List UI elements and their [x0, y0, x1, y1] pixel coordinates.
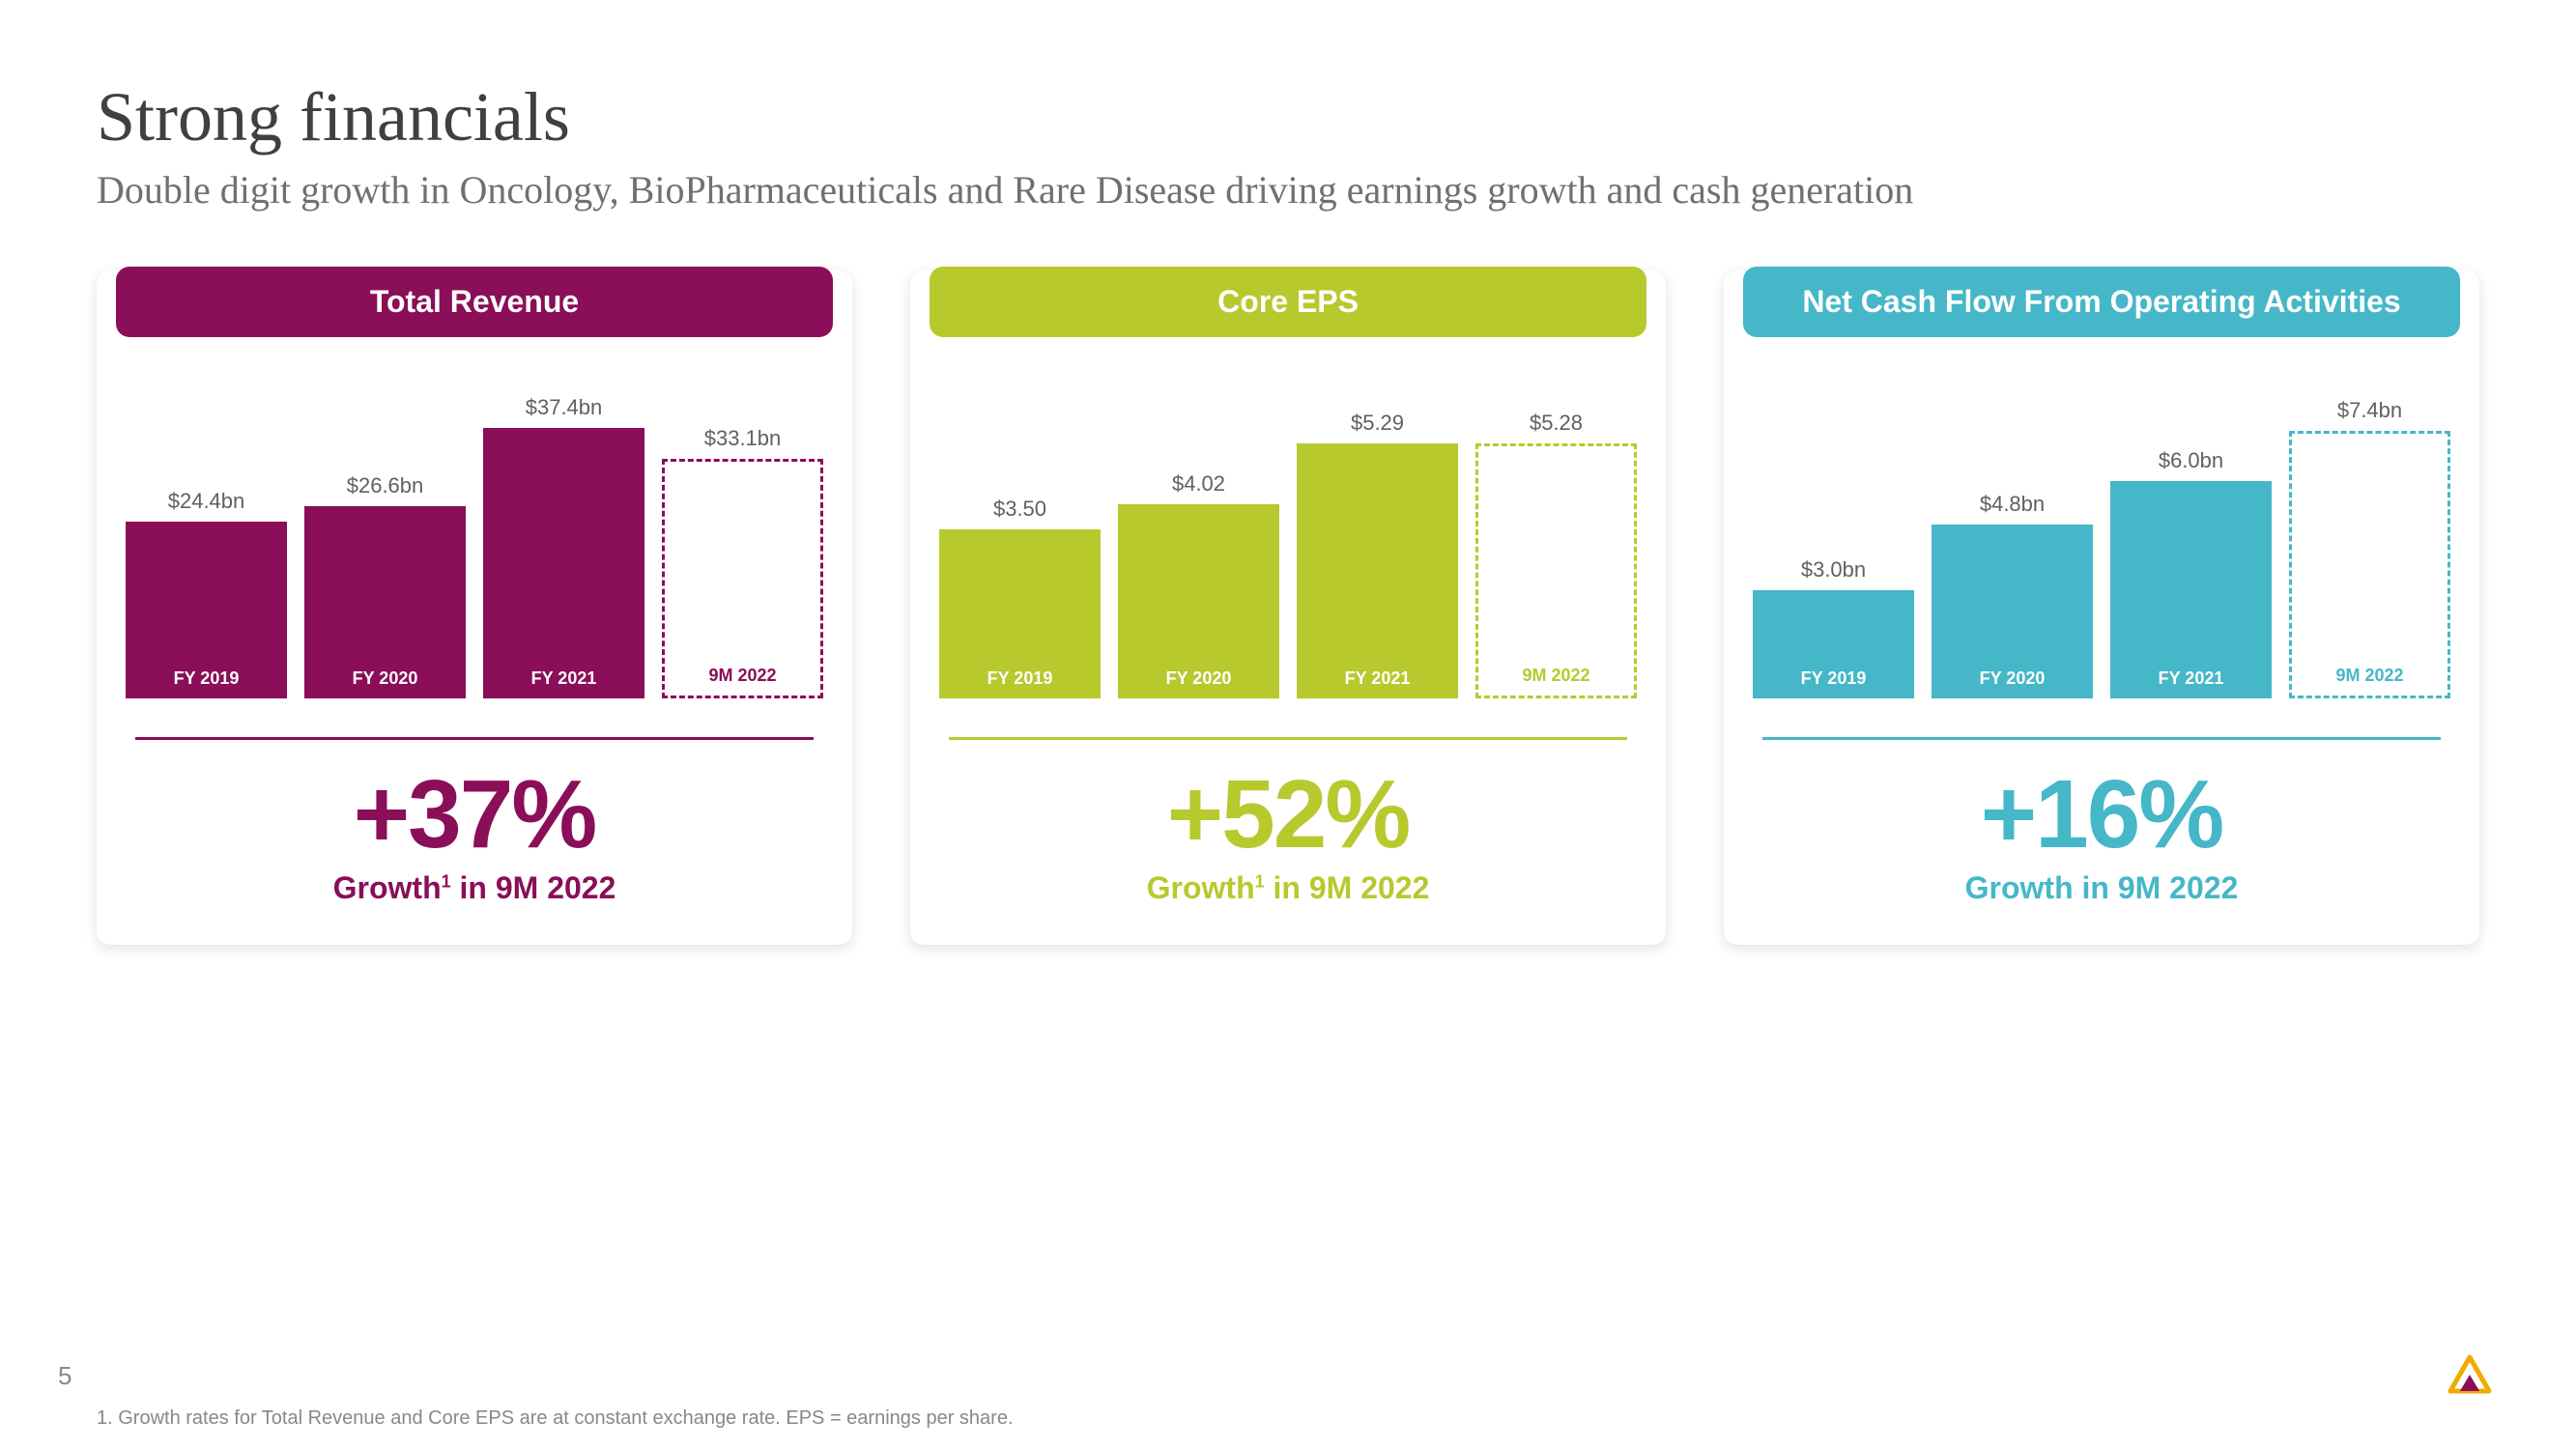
growth-percent: +16%	[1724, 759, 2479, 870]
brand-logo-icon	[2441, 1348, 2499, 1410]
bar-category-label: FY 2019	[987, 668, 1053, 698]
bar-value-label: $24.4bn	[168, 489, 245, 514]
bar-category-label: FY 2020	[1166, 668, 1232, 698]
bar-rect: 9M 2022	[2289, 431, 2450, 699]
bar-rect: FY 2020	[304, 506, 466, 699]
bar-value-label: $37.4bn	[526, 395, 603, 420]
panel-divider	[1762, 737, 2441, 740]
bar-chart: $24.4bn FY 2019 $26.6bn FY 2020 $37.4bn FY 20…	[97, 341, 852, 708]
bar-category-label: FY 2020	[353, 668, 418, 698]
bar: $3.0bn FY 2019	[1753, 380, 1914, 698]
bar-rect: FY 2021	[2110, 481, 2272, 698]
page-subtitle: Double digit growth in Oncology, BioPhar…	[97, 167, 2479, 213]
bar: $37.4bn FY 2021	[483, 380, 644, 698]
growth-label: Growth1 in 9M 2022	[910, 870, 1666, 906]
bar: $33.1bn 9M 2022	[662, 380, 823, 698]
bar-category-label: FY 2021	[1345, 668, 1411, 698]
bar-rect: FY 2019	[939, 529, 1101, 698]
panel-header: Total Revenue	[116, 267, 833, 337]
bar-value-label: $33.1bn	[704, 426, 782, 451]
panel-header: Net Cash Flow From Operating Activities	[1743, 267, 2460, 337]
bar: $3.50 FY 2019	[939, 380, 1101, 698]
bar-rect: 9M 2022	[1475, 443, 1637, 698]
page-number: 5	[58, 1361, 72, 1391]
bar: $24.4bn FY 2019	[126, 380, 287, 698]
bar-chart: $3.0bnFY 2019$4.8bnFY 2020$6.0bnFY 2021$…	[1724, 341, 2479, 708]
bar-category-label: 9M 2022	[1522, 666, 1589, 696]
bar-value-label: $7.4bn	[2337, 398, 2402, 423]
bar-chart: $3.50FY 2019$4.02FY 2020$5.29FY 2021$5.2…	[910, 341, 1666, 708]
bar: $4.02 FY 2020	[1118, 380, 1279, 698]
bar-category-label: 9M 2022	[2335, 666, 2403, 696]
footnote: 1. Growth rates for Total Revenue and Co…	[97, 1407, 1014, 1430]
bar-value-label: $6.0bn	[2159, 448, 2223, 473]
bar-value-label: $26.6bn	[347, 473, 424, 498]
panel-divider	[949, 737, 1627, 740]
panel-total-revenue: Total Revenue $24.4bn FY 2019 $26.6bn FY 202…	[97, 270, 852, 945]
bar-rect: FY 2021	[1297, 443, 1458, 699]
panel-core-eps: Core EPS $3.50 FY 2019 $4.02 FY 2020 $5.29 FY …	[910, 270, 1666, 945]
bar-rect: FY 2019	[1753, 590, 1914, 699]
growth-percent: +37%	[97, 759, 852, 870]
bar-value-label: $3.50	[993, 497, 1046, 522]
growth-label: Growth1 in 9M 2022	[97, 870, 852, 906]
panel-divider	[135, 737, 814, 740]
bar-value-label: $4.8bn	[1980, 492, 2045, 517]
bar-value-label: $4.02	[1172, 471, 1225, 497]
bar: $5.29 FY 2021	[1297, 380, 1458, 698]
panels-row: Total Revenue $24.4bn FY 2019 $26.6bn FY 202…	[97, 270, 2479, 945]
bar-category-label: FY 2021	[2159, 668, 2224, 698]
bar-rect: FY 2020	[1932, 525, 2093, 698]
bar-category-label: FY 2019	[174, 668, 240, 698]
bar-category-label: FY 2019	[1801, 668, 1867, 698]
bar: $26.6bn FY 2020	[304, 380, 466, 698]
panel-net-cash-flow: Net Cash Flow From Operating Activities $…	[1724, 270, 2479, 945]
bar: $7.4bn 9M 2022	[2289, 380, 2450, 698]
bar-value-label: $5.28	[1530, 411, 1583, 436]
bar-category-label: FY 2021	[531, 668, 597, 698]
bar-rect: FY 2020	[1118, 504, 1279, 698]
page-title: Strong financials	[97, 77, 2479, 157]
bar: $5.28 9M 2022	[1475, 380, 1637, 698]
growth-percent: +52%	[910, 759, 1666, 870]
bar-rect: FY 2021	[483, 428, 644, 699]
bar-value-label: $5.29	[1351, 411, 1404, 436]
bar-rect: 9M 2022	[662, 459, 823, 698]
growth-label: Growth in 9M 2022	[1724, 870, 2479, 906]
bar-rect: FY 2019	[126, 522, 287, 698]
panel-header: Core EPS	[930, 267, 1646, 337]
bar: $4.8bn FY 2020	[1932, 380, 2093, 698]
bar-value-label: $3.0bn	[1801, 557, 1866, 582]
bar: $6.0bn FY 2021	[2110, 380, 2272, 698]
bar-category-label: FY 2020	[1980, 668, 2046, 698]
bar-category-label: 9M 2022	[708, 666, 776, 696]
